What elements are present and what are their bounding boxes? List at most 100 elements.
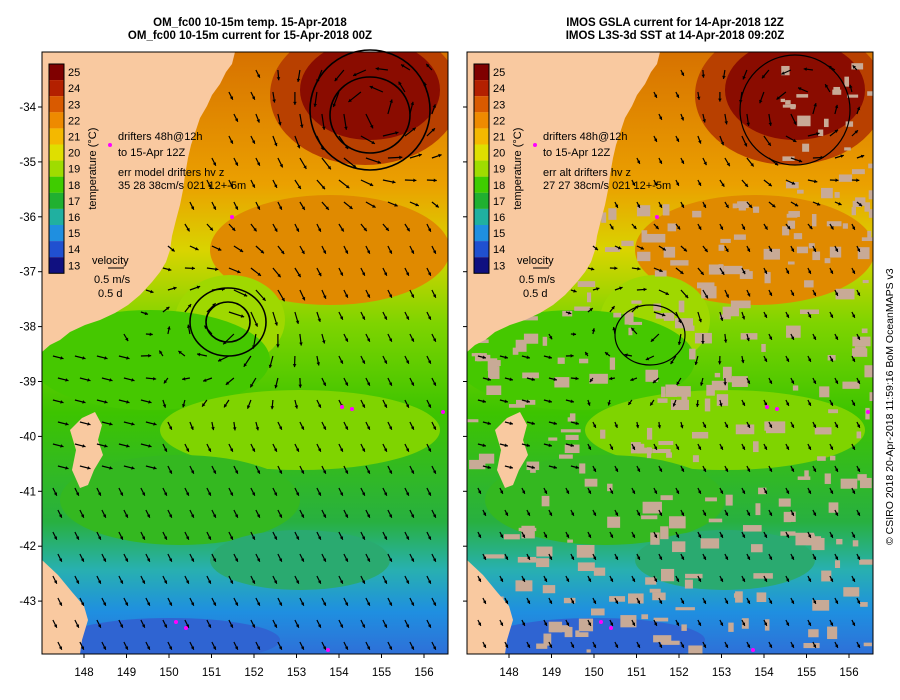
no-data-patch — [586, 649, 591, 653]
current-arrow-head — [741, 534, 746, 538]
current-arrow-head — [146, 558, 151, 562]
colorbar-tick-label: 15 — [493, 228, 505, 240]
current-arrow-head — [812, 468, 817, 472]
current-arrow-head — [274, 228, 278, 232]
current-arrow-head — [229, 140, 234, 144]
current-arrow-head — [834, 129, 839, 134]
colorbar-title: temperature (°C) — [87, 128, 99, 210]
current-arrow-head — [273, 624, 278, 628]
colorbar-swatch — [49, 64, 64, 81]
no-data-patch — [579, 358, 589, 364]
current-arrow-head — [399, 155, 403, 160]
current-arrow-head — [631, 490, 636, 494]
current-arrow-head — [829, 358, 834, 362]
left-eddy-swirl — [189, 49, 431, 357]
current-arrow-head — [675, 138, 680, 142]
no-data-patch — [868, 190, 873, 200]
current-arrow-head — [611, 306, 615, 310]
current-arrow-head — [171, 248, 175, 252]
current-arrow-head — [499, 534, 504, 538]
current-arrow-head — [676, 381, 680, 386]
current-arrow-head — [720, 141, 725, 146]
current-arrow-head — [318, 272, 322, 277]
no-data-patch — [741, 618, 749, 629]
current-arrow-head — [301, 250, 305, 254]
current-arrow-head — [791, 181, 796, 185]
current-arrow-head — [763, 578, 768, 582]
current-arrow-head — [724, 121, 728, 125]
current-arrow-head — [202, 403, 206, 407]
current-arrow-head — [785, 314, 790, 318]
current-arrow-head — [851, 358, 856, 362]
no-data-patch — [867, 230, 872, 241]
current-arrow-head — [645, 356, 650, 361]
current-arrow-head — [630, 377, 634, 382]
no-data-patch — [818, 129, 824, 137]
current-arrow-head — [834, 556, 839, 560]
current-arrow-head — [388, 558, 393, 562]
current-arrow-head — [834, 468, 839, 472]
current-arrow-head — [591, 328, 596, 332]
current-arrow-head — [482, 644, 487, 648]
current-arrow-head — [388, 338, 393, 342]
no-data-patch — [628, 327, 633, 336]
current-arrow-head — [631, 182, 636, 186]
current-arrow-head — [322, 602, 327, 606]
current-arrow-head — [768, 292, 773, 296]
colorbar-swatch — [49, 128, 64, 145]
no-data-patch — [725, 494, 733, 506]
current-arrow-head — [141, 492, 146, 496]
right-velocity-legend: velocity 0.5 m/s 0.5 d — [517, 255, 556, 300]
current-arrow-head — [273, 580, 278, 584]
no-data-patch — [753, 573, 773, 579]
no-data-patch — [755, 503, 761, 516]
current-arrow-head — [662, 247, 666, 251]
current-arrow-head — [570, 556, 575, 560]
current-arrow-head — [427, 624, 432, 628]
current-arrow-head — [526, 443, 530, 448]
current-arrow-head — [344, 294, 349, 298]
lat-tick-label: -38 — [19, 322, 36, 334]
current-arrow-head — [702, 119, 706, 123]
current-arrow-head — [104, 356, 108, 360]
current-arrow-head — [295, 536, 300, 540]
current-arrow-head — [168, 470, 173, 474]
no-data-patch — [823, 118, 829, 128]
no-data-patch — [868, 209, 873, 218]
current-arrow-head — [212, 514, 217, 518]
no-data-patch — [722, 366, 732, 380]
current-arrow-head — [834, 336, 839, 340]
current-arrow-head — [609, 446, 614, 450]
right-sst-field — [467, 52, 873, 654]
current-arrow-head — [790, 424, 795, 428]
current-arrow-head — [131, 422, 135, 426]
current-arrow-head — [212, 602, 217, 606]
no-data-patch — [718, 244, 724, 251]
current-arrow-head — [851, 402, 856, 406]
lat-tick-label: -37 — [19, 267, 36, 279]
current-arrow-head — [702, 644, 707, 648]
current-arrow-head — [361, 536, 366, 540]
current-arrow-head — [610, 226, 614, 230]
current-arrow-head — [234, 162, 239, 166]
current-arrow-head — [395, 131, 399, 135]
no-data-patch — [786, 213, 798, 218]
current-arrow-head — [607, 402, 611, 406]
current-arrow-head — [724, 644, 729, 648]
current-arrow-head — [697, 182, 702, 186]
current-arrow-head — [858, 202, 863, 207]
lon-tick-label: 148 — [74, 667, 93, 679]
current-arrow-head — [125, 337, 129, 342]
colorbar-swatch — [49, 192, 64, 209]
current-arrow-head — [231, 227, 236, 231]
no-data-patch — [838, 174, 853, 182]
current-arrow-head — [104, 400, 108, 404]
current-arrow-head — [197, 352, 201, 357]
current-arrow-head — [217, 247, 222, 251]
current-arrow-head — [679, 270, 684, 274]
no-data-patch — [564, 444, 580, 454]
current-arrow-head — [353, 72, 357, 77]
current-arrow-head — [680, 424, 684, 429]
current-arrow-head — [278, 121, 282, 126]
current-arrow-head — [834, 600, 839, 604]
